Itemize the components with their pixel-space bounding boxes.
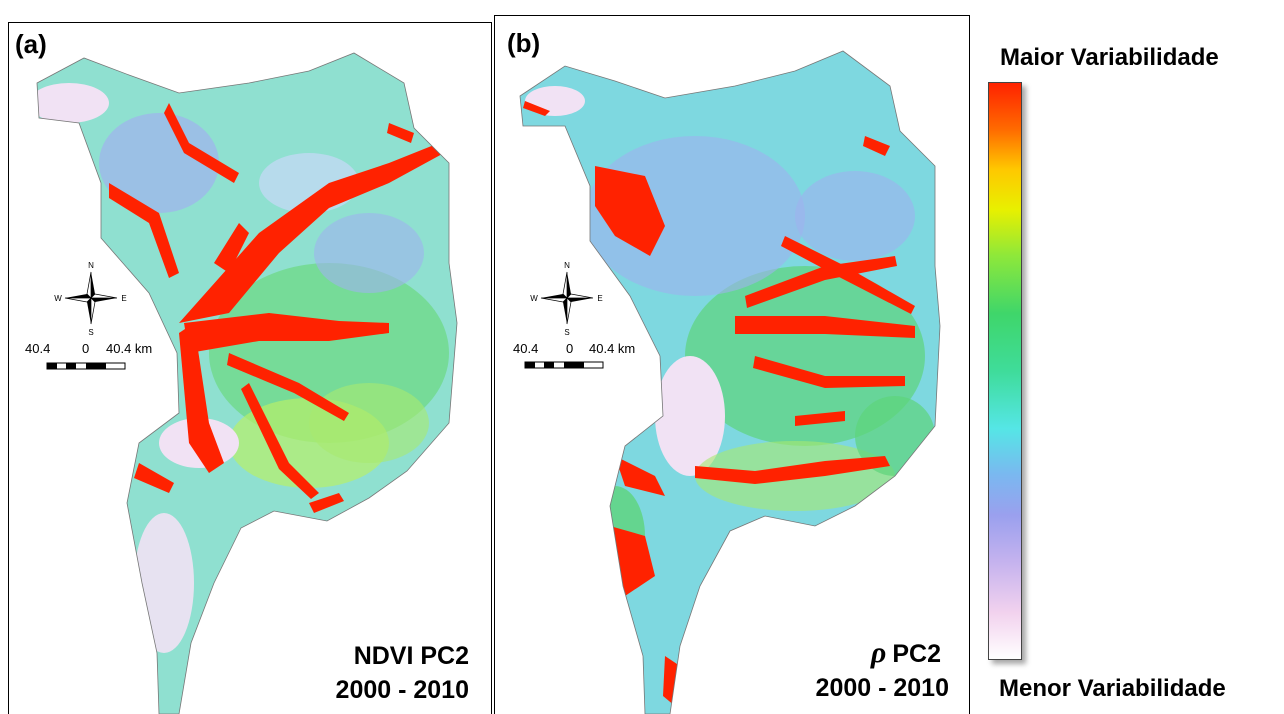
compass-rose-icon: N S E W bbox=[530, 261, 602, 337]
scale-bar bbox=[46, 362, 126, 370]
scale-center-label: 0 bbox=[566, 341, 574, 356]
legend-color-bar bbox=[988, 82, 1022, 660]
caption-a-line1: NDVI PC2 bbox=[353, 642, 469, 670]
scale-right-label: 40.4 km bbox=[106, 341, 153, 356]
scale-right-label: 40.4 km bbox=[589, 341, 636, 356]
compass-w-label: W bbox=[54, 294, 62, 303]
compass-s-label: S bbox=[88, 328, 93, 337]
compass-rose-icon: N S E W bbox=[54, 261, 126, 337]
map-panel-a: N S E W 40.4 0 40.4 km (a) NDVI PC2 2000… bbox=[8, 22, 492, 714]
compass-e-label: E bbox=[597, 294, 602, 303]
compass-n-label: N bbox=[564, 261, 570, 270]
legend-top-label: Maior Variabilidade bbox=[1000, 44, 1219, 71]
panel-letter-a: (a) bbox=[15, 29, 47, 59]
panel-letter-b: (b) bbox=[507, 28, 541, 58]
rho-symbol: ρ bbox=[870, 636, 887, 669]
scale-bar bbox=[524, 361, 604, 369]
compass-n-label: N bbox=[88, 261, 94, 270]
scale-center-label: 0 bbox=[82, 341, 90, 356]
caption-b-line2: 2000 - 2010 bbox=[815, 674, 949, 702]
scale-left-label: 40.4 bbox=[25, 341, 51, 356]
map-panel-b: N S E W 40.4 0 40.4 km (b) ρ PC2 2000 - 2… bbox=[494, 15, 970, 714]
compass-e-label: E bbox=[121, 294, 126, 303]
scale-left-label: 40.4 bbox=[513, 341, 539, 356]
caption-b-line1: PC2 bbox=[892, 640, 941, 668]
compass-s-label: S bbox=[564, 328, 569, 337]
caption-a-line2: 2000 - 2010 bbox=[335, 676, 469, 704]
map-b: N S E W bbox=[519, 50, 941, 714]
compass-w-label: W bbox=[530, 294, 538, 303]
legend-bottom-label: Menor Variabilidade bbox=[999, 675, 1226, 702]
caption-a: NDVI PC2 2000 - 2010 bbox=[336, 639, 469, 707]
map-a: N S E W bbox=[36, 52, 458, 714]
caption-b: ρ PC2 2000 - 2010 bbox=[816, 636, 949, 705]
